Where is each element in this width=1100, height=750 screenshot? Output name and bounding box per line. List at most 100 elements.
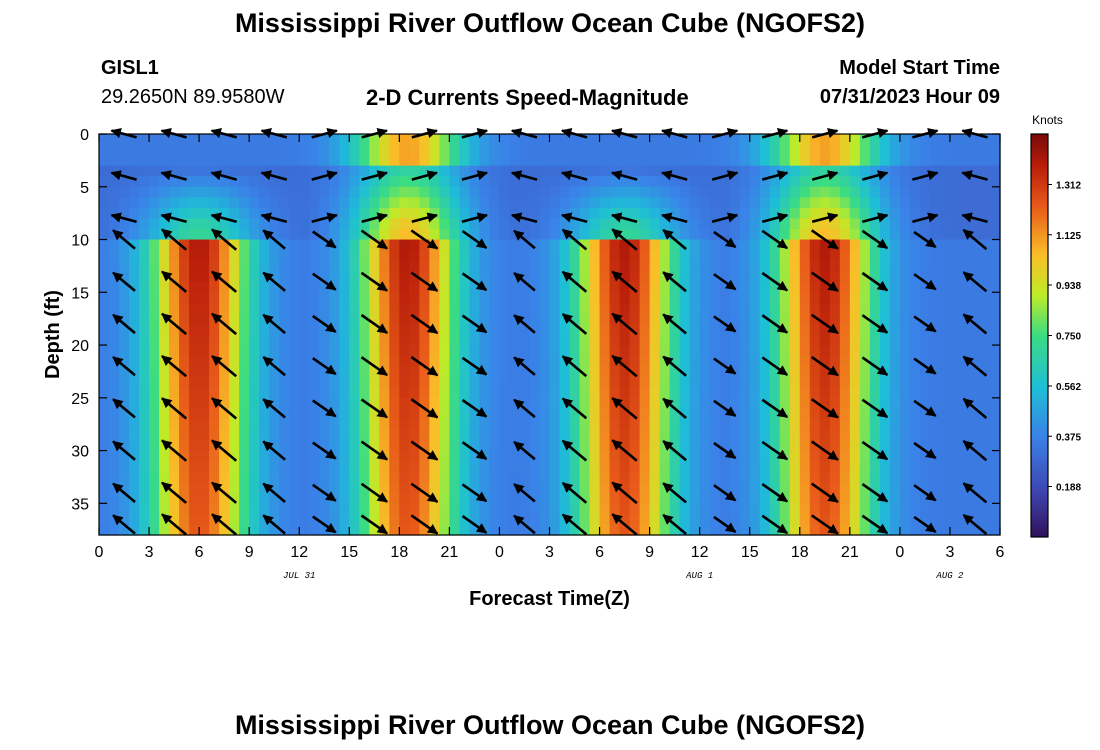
heat-cell [749,461,761,473]
heat-cell [969,376,981,388]
heat-cell [289,228,300,241]
current-vector [761,212,789,224]
heat-cell [349,418,360,431]
heat-cell [929,155,941,167]
heat-cell [709,387,721,399]
x-tick-label: 18 [390,544,408,561]
heat-cell [679,334,691,346]
heat-cell [889,482,901,494]
heat-cell [979,197,991,209]
heat-cell [669,134,681,146]
heat-cell [989,260,1001,272]
heat-cell [949,313,961,325]
heat-cell [719,186,731,198]
heat-cell [369,492,380,504]
heat-cell [899,165,911,177]
current-vector [311,212,338,224]
heat-cell [709,186,721,198]
heat-cell [329,144,340,156]
heat-cell [349,513,360,526]
heat-cell [949,429,961,441]
heat-cell [969,260,981,272]
heat-cell [99,292,110,304]
heat-cell [189,197,200,209]
heat-cell [689,355,701,367]
heat-cell [109,197,120,209]
heat-cell [519,186,531,198]
heat-cell [389,345,400,357]
heat-cell [279,503,290,515]
heat-cell [299,461,310,473]
heat-cell [149,345,160,357]
heat-cell [909,397,921,409]
heat-cell [319,450,330,462]
heat-cell [799,239,811,251]
heat-cell [209,429,220,441]
heat-cell [429,197,440,209]
heat-cell [239,144,250,156]
heat-cell [729,197,741,209]
heat-cell [399,418,410,431]
heat-cell [499,334,511,346]
heat-cell [319,228,330,241]
heat-cell [809,176,821,188]
heat-cell [809,461,821,473]
heat-cell [859,197,871,209]
heat-cell [129,355,140,367]
current-vector [461,441,488,461]
heat-cell [139,408,150,420]
heat-cell [369,429,380,441]
heat-cell [769,366,781,378]
heat-cell [279,281,290,293]
heat-cell [149,176,160,188]
heat-cell [109,345,120,357]
heat-cell [269,207,280,220]
heat-cell [249,186,260,198]
heat-cell [689,271,701,283]
heat-cell [99,218,110,230]
heat-cell [539,345,551,357]
heat-cell [289,186,300,198]
heat-cell [309,461,320,473]
heat-cell [429,186,440,198]
heat-cell [949,440,961,452]
heat-cell [549,260,561,272]
y-tick-label: 10 [71,233,89,250]
heat-cell [389,313,400,325]
heat-cell [819,197,831,209]
colorbar-segment [1031,177,1048,182]
heat-cell [869,366,881,378]
heat-cell [599,387,611,399]
heat-cell [319,440,330,452]
heat-cell [259,260,270,272]
heat-cell [769,186,781,198]
heat-cell [779,397,791,409]
heat-cell [339,524,350,536]
heat-cell [469,323,481,336]
heat-cell [929,144,941,156]
heat-cell [639,323,651,336]
heat-cell [589,207,601,220]
heat-cell [719,418,731,431]
heat-cell [519,292,531,304]
colorbar-segment [1031,526,1048,531]
heat-cell [639,271,651,283]
heat-cell [419,207,430,220]
heat-cell [799,155,811,167]
heat-cell [369,250,380,262]
x-tick-label: 12 [290,544,308,561]
heat-cell [249,503,260,515]
heat-cell [619,176,631,188]
heat-cell [809,366,821,378]
colorbar-segment [1031,365,1048,370]
heat-cell [369,471,380,483]
heat-cell [459,471,471,483]
heat-cell [609,134,621,146]
heat-cell [849,197,861,209]
heat-cell [969,450,981,462]
heat-cell [499,302,511,314]
date-label: AUG 2 [935,571,964,581]
heat-cell [99,250,110,262]
heat-cell [419,228,430,241]
heat-cell [119,144,130,156]
